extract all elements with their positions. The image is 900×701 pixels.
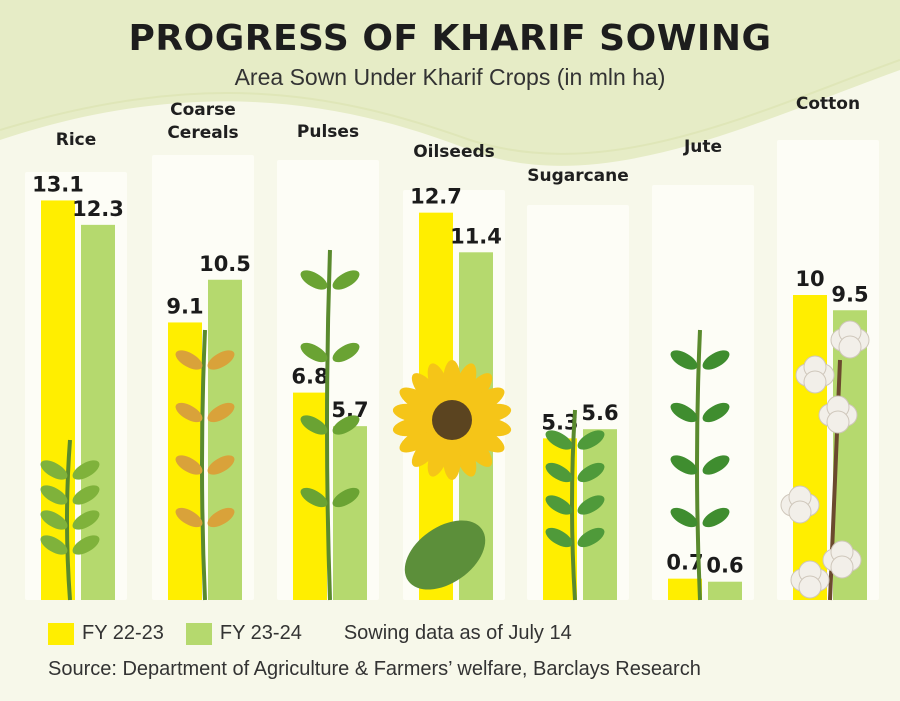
legend: FY 22-23 FY 23-24 Sowing data as of July… bbox=[48, 622, 572, 645]
category-label-cotton: Cotton bbox=[796, 94, 860, 114]
category-label-rice: Rice bbox=[56, 130, 97, 150]
sunflower-icon bbox=[392, 360, 512, 590]
value-label-rice-series2: 12.3 bbox=[72, 197, 124, 221]
category-label-coarse-cereals: Coarse bbox=[170, 100, 236, 120]
category-label-oilseeds: Oilseeds bbox=[413, 142, 495, 162]
value-label-coarse-cereals-series2: 10.5 bbox=[199, 252, 251, 276]
category-label-coarse-cereals: Cereals bbox=[167, 123, 238, 143]
value-label-oilseeds-series2: 11.4 bbox=[450, 224, 502, 248]
legend-swatch-fy1 bbox=[48, 622, 74, 645]
rice-plant-icon bbox=[40, 439, 100, 601]
category-label-jute: Jute bbox=[683, 137, 722, 157]
value-label-sugarcane-series2: 5.6 bbox=[581, 401, 618, 425]
category-label-sugarcane: Sugarcane bbox=[527, 166, 629, 186]
legend-swatch-fy2 bbox=[185, 622, 212, 645]
bar-jute-series1 bbox=[668, 578, 702, 600]
value-label-jute-series2: 0.6 bbox=[706, 554, 743, 578]
value-label-pulses-series1: 6.8 bbox=[291, 365, 328, 389]
bean-sprout-icon bbox=[300, 249, 360, 601]
jute-plant-icon bbox=[670, 329, 730, 601]
panel-jute bbox=[652, 185, 754, 600]
chart-title: PROGRESS OF KHARIF SOWING bbox=[128, 18, 772, 59]
value-label-coarse-cereals-series1: 9.1 bbox=[166, 294, 203, 318]
bar-coarse-cereals-series2 bbox=[208, 279, 242, 600]
chart-subtitle: Area Sown Under Kharif Crops (in mln ha) bbox=[234, 64, 666, 90]
bar-jute-series2 bbox=[708, 581, 742, 600]
bar-rice-series1 bbox=[41, 200, 75, 600]
legend-item-fy2: FY 23-24 bbox=[185, 622, 302, 645]
value-label-cotton-series2: 9.5 bbox=[831, 282, 868, 306]
sugarcane-plant-icon bbox=[545, 409, 605, 601]
legend-item-fy1: FY 22-23 bbox=[48, 622, 164, 645]
cotton-plant-icon bbox=[780, 320, 870, 601]
source-note: Source: Department of Agriculture & Farm… bbox=[48, 658, 701, 680]
sowing-date-note: Sowing data as of July 14 bbox=[343, 622, 572, 644]
bar-cotton-series1 bbox=[793, 295, 827, 600]
legend-label-fy2: FY 23-24 bbox=[219, 622, 302, 644]
bar-sugarcane-series2 bbox=[583, 429, 617, 600]
legend-label-fy1: FY 22-23 bbox=[82, 622, 164, 644]
wheat-plant-icon bbox=[175, 329, 235, 601]
bar-pulses-series2 bbox=[333, 426, 367, 600]
value-label-rice-series1: 13.1 bbox=[32, 172, 84, 196]
value-label-oilseeds-series1: 12.7 bbox=[410, 185, 462, 209]
category-label-pulses: Pulses bbox=[297, 122, 359, 142]
value-label-cotton-series1: 10 bbox=[795, 267, 824, 291]
